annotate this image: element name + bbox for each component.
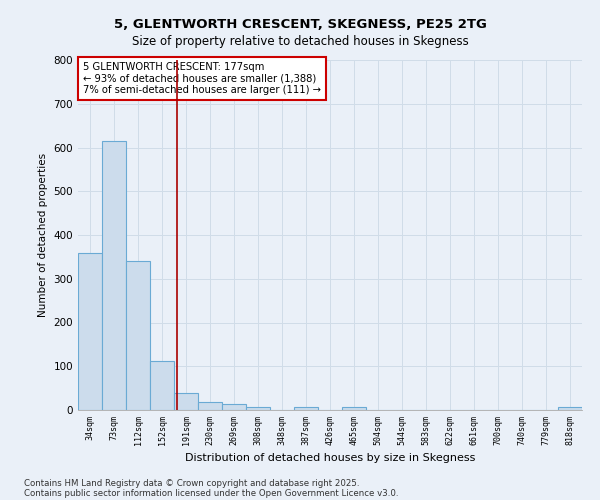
Text: 5 GLENTWORTH CRESCENT: 177sqm
← 93% of detached houses are smaller (1,388)
7% of: 5 GLENTWORTH CRESCENT: 177sqm ← 93% of d… [83,62,321,95]
Bar [126,261,150,410]
Bar [198,402,222,410]
Text: Size of property relative to detached houses in Skegness: Size of property relative to detached ho… [131,35,469,48]
Bar [222,404,246,410]
Bar [102,141,126,410]
Bar [342,406,366,410]
Text: 5, GLENTWORTH CRESCENT, SKEGNESS, PE25 2TG: 5, GLENTWORTH CRESCENT, SKEGNESS, PE25 2… [113,18,487,30]
Text: Contains HM Land Registry data © Crown copyright and database right 2025.: Contains HM Land Registry data © Crown c… [24,478,359,488]
X-axis label: Distribution of detached houses by size in Skegness: Distribution of detached houses by size … [185,453,475,463]
Bar [150,360,174,410]
Bar [558,406,582,410]
Bar [294,406,318,410]
Text: Contains public sector information licensed under the Open Government Licence v3: Contains public sector information licen… [24,488,398,498]
Y-axis label: Number of detached properties: Number of detached properties [38,153,48,317]
Bar [78,252,102,410]
Bar [174,392,198,410]
Bar [246,406,270,410]
